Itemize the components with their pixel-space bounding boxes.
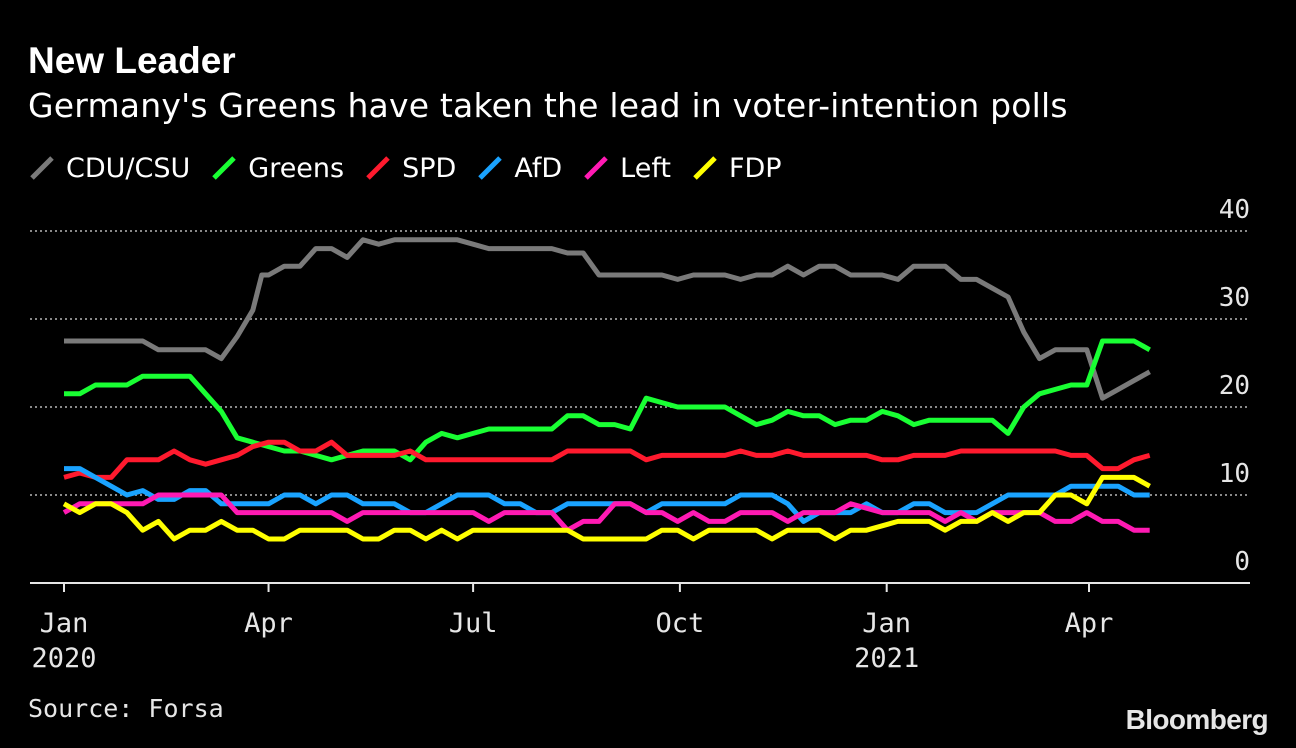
x-tick-label: Apr <box>1065 608 1114 639</box>
legend-item: CDU/CSU <box>30 153 190 184</box>
y-tick-label: 30 <box>1219 283 1250 313</box>
series-line-fdp <box>62 474 1151 542</box>
bloomberg-logo: Bloomberg <box>1125 704 1269 735</box>
legend-label: FDP <box>728 152 782 184</box>
legend-swatch-icon <box>212 156 237 180</box>
legend-swatch-icon <box>693 156 717 180</box>
series-line-spd <box>63 439 1151 480</box>
legend-swatch-icon <box>478 156 503 180</box>
chart-legend: CDU/CSU Greens SPD AfD Left FDP <box>30 150 804 186</box>
legend-swatch-line <box>212 156 237 180</box>
series-line-cdu-csu <box>64 237 1151 401</box>
y-tick-label: 0 <box>1234 547 1250 577</box>
y-tick-label: 40 <box>1219 195 1250 225</box>
legend-label: Greens <box>248 152 345 184</box>
legend-swatch-icon <box>30 156 54 180</box>
chart-title: New Leader <box>28 40 236 81</box>
legend-swatch-line <box>584 156 608 180</box>
x-tick-label: Apr <box>244 608 293 639</box>
legend-label: CDU/CSU <box>66 152 191 184</box>
legend-swatch-line <box>478 156 503 180</box>
legend-swatch-line <box>30 156 54 180</box>
legend-label: AfD <box>514 152 563 184</box>
legend-label: Left <box>620 152 671 184</box>
x-tick-year-label: 2021 <box>854 643 919 674</box>
y-tick-label: 20 <box>1219 371 1250 401</box>
legend-item: Left <box>584 153 671 184</box>
x-tick-label: Jan <box>862 608 911 639</box>
legend-swatch-line <box>693 156 717 180</box>
series-line-afd <box>64 466 1150 524</box>
legend-item: AfD <box>478 153 562 184</box>
x-tick-label: Jul <box>449 608 498 639</box>
legend-swatch-icon <box>584 156 608 180</box>
legend-swatch-icon <box>366 156 390 180</box>
legend-item: SPD <box>366 153 456 184</box>
legend-item: FDP <box>693 153 782 184</box>
legend-swatch-line <box>366 156 390 180</box>
series-line-greens <box>64 338 1151 463</box>
source-note: Source: Forsa <box>28 694 224 723</box>
legend-item: Greens <box>212 153 344 184</box>
chart-subtitle: Germany's Greens have taken the lead in … <box>28 86 1068 125</box>
x-tick-label: Jan <box>40 608 89 639</box>
y-tick-label: 10 <box>1219 459 1250 489</box>
legend-label: SPD <box>402 152 457 184</box>
series-line-left <box>62 492 1150 533</box>
x-tick-label: Oct <box>656 608 705 639</box>
x-tick-year-label: 2020 <box>31 643 96 674</box>
